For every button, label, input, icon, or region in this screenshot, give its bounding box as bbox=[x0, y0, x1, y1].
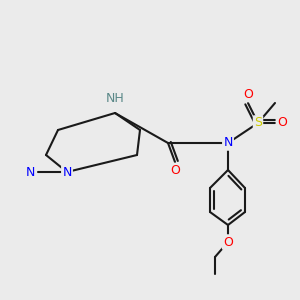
Text: O: O bbox=[223, 236, 233, 248]
Text: S: S bbox=[254, 116, 262, 130]
Text: O: O bbox=[243, 88, 253, 101]
Text: O: O bbox=[277, 116, 287, 130]
Text: NH: NH bbox=[106, 92, 124, 105]
Text: O: O bbox=[170, 164, 180, 177]
Text: N: N bbox=[223, 136, 233, 149]
Text: N: N bbox=[62, 166, 72, 178]
Text: N: N bbox=[26, 166, 35, 178]
